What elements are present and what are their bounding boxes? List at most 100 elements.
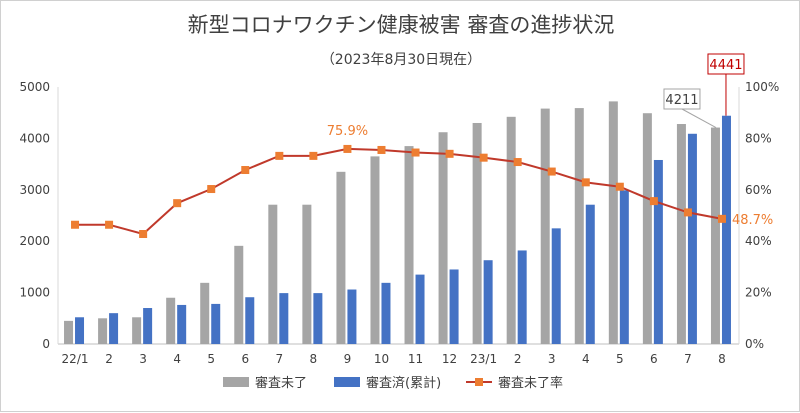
line-point	[547, 167, 556, 176]
bar-completed	[483, 260, 493, 344]
y-left-tick-label: 4000	[19, 131, 50, 145]
bar-pending	[438, 132, 448, 344]
bar-pending	[472, 122, 482, 344]
y-left-tick-label: 1000	[19, 286, 50, 300]
line-point	[173, 199, 182, 208]
line-point	[581, 178, 590, 187]
y-right-tick-label: 40%	[745, 234, 772, 248]
line-point	[207, 185, 216, 194]
x-tick-label: 6	[241, 352, 249, 366]
y-left-tick-label: 2000	[19, 234, 50, 248]
line-point	[377, 145, 386, 154]
bar-completed	[687, 133, 697, 344]
bar-completed	[109, 313, 119, 344]
legend-swatch	[223, 377, 249, 387]
callout-box	[663, 88, 701, 110]
line-point	[309, 151, 318, 160]
x-tick-label: 10	[374, 352, 389, 366]
line-point	[717, 214, 726, 223]
x-tick-label: 22/1	[62, 352, 89, 366]
bar-completed	[449, 269, 459, 344]
bar-completed	[279, 293, 289, 344]
bar-pending	[370, 156, 380, 344]
line-point	[479, 153, 488, 162]
bar-pending	[336, 171, 346, 344]
x-tick-label: 6	[650, 352, 658, 366]
x-tick-label: 8	[718, 352, 726, 366]
callout-leader	[681, 108, 717, 128]
bar-pending	[234, 245, 244, 344]
y-right-tick-label: 80%	[745, 131, 772, 145]
bar-completed	[415, 274, 425, 344]
bar-pending	[166, 297, 176, 344]
bar-completed	[721, 115, 731, 344]
x-tick-label: 9	[344, 352, 352, 366]
line-point	[615, 182, 624, 191]
bar-completed	[517, 250, 527, 344]
y-right-tick-label: 60%	[745, 183, 772, 197]
x-tick-label: 2	[105, 352, 113, 366]
line-point	[105, 220, 114, 229]
bar-pending	[200, 282, 210, 344]
bar-pending	[540, 108, 550, 344]
x-tick-label: 12	[442, 352, 457, 366]
bar-completed	[313, 293, 323, 344]
data-label-value: 4441	[709, 58, 742, 73]
chart-title: 新型コロナワクチン健康被害 審査の進捗状況	[187, 13, 615, 37]
line-point	[445, 149, 454, 158]
bar-pending	[302, 204, 312, 344]
bar-completed	[347, 289, 357, 344]
y-right-tick-label: 0%	[745, 337, 764, 351]
y-left-tick-label: 5000	[19, 80, 50, 94]
bar-completed	[211, 303, 221, 344]
bar-pending	[608, 101, 618, 344]
bar-completed	[381, 282, 391, 344]
bar-completed	[619, 190, 629, 344]
x-tick-label: 4	[582, 352, 590, 366]
bar-pending	[676, 124, 686, 345]
legend-label: 審査済(累計)	[366, 375, 441, 391]
x-tick-label: 5	[616, 352, 624, 366]
callout-box	[707, 53, 745, 75]
bar-pending	[268, 204, 278, 344]
bar-completed	[551, 228, 561, 344]
y-right-tick-label: 100%	[745, 80, 779, 94]
legend-swatch	[334, 377, 360, 387]
y-left-tick-label: 3000	[19, 183, 50, 197]
x-tick-label: 5	[207, 352, 215, 366]
line-point	[241, 166, 250, 175]
bar-completed	[585, 204, 595, 344]
legend-label: 審査未了率	[498, 375, 563, 391]
y-left-tick-label: 0	[42, 337, 50, 351]
line-point	[139, 230, 148, 239]
line-point	[71, 220, 80, 229]
bar-pending	[506, 116, 516, 344]
x-tick-label: 3	[548, 352, 556, 366]
x-tick-label: 11	[408, 352, 423, 366]
x-tick-label: 7	[276, 352, 284, 366]
line-point	[411, 148, 420, 157]
bar-pending	[132, 317, 142, 344]
bar-completed	[143, 308, 153, 344]
bar-pending	[642, 113, 652, 345]
y-right-tick-label: 20%	[745, 286, 772, 300]
data-label-rate: 48.7%	[732, 213, 773, 228]
x-tick-label: 2	[514, 352, 522, 366]
x-tick-label: 23/1	[470, 352, 497, 366]
x-tick-label: 7	[684, 352, 692, 366]
data-label-value: 4211	[665, 93, 698, 108]
bar-completed	[75, 317, 85, 344]
legend-label: 審査未了	[255, 376, 307, 391]
data-label-rate: 75.9%	[327, 124, 368, 139]
bar-completed	[177, 304, 187, 344]
bar-pending	[574, 108, 584, 344]
line-point	[649, 197, 658, 206]
x-tick-label: 3	[139, 352, 147, 366]
x-tick-label: 8	[310, 352, 318, 366]
line-point	[343, 144, 352, 153]
bar-pending	[64, 320, 74, 344]
x-tick-label: 4	[173, 352, 181, 366]
line-point	[513, 158, 522, 167]
